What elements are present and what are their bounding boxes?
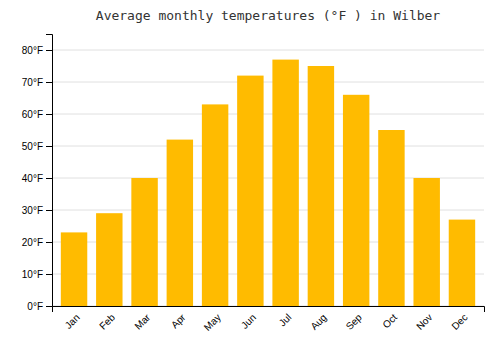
grid-line [52,146,484,147]
chart: 0°F 10°F 20°F 30°F 40°F 50°F 60°F 70°F 80°F Jan Fe… [0,0,500,350]
tick-label: Mar [132,311,152,331]
title: Average monthly temperatures (°F ) in Wi… [96,8,441,23]
tick: Sep [344,311,365,332]
tick-mark [46,146,52,147]
tick-label: Jan [63,312,82,331]
tick-mark [46,274,52,275]
tick: May [202,312,223,333]
bar [167,140,193,306]
axis-line [53,307,485,313]
tick-label: Jun [239,312,258,331]
tick: 70°F [22,77,52,88]
bar [449,220,475,306]
grid-line [52,82,484,83]
bars [61,60,475,306]
tick: Nov [414,312,434,332]
tick-mark [46,82,52,83]
bar [378,130,404,306]
grid [52,50,484,306]
tick: 80°F [22,45,52,56]
tick-label: Feb [97,311,117,331]
tick: Dec [449,312,469,332]
tick-mark [46,306,52,307]
bar [343,95,369,306]
y-axis: 0°F 10°F 20°F 30°F 40°F 50°F 60°F 70°F 80°F [22,35,53,312]
tick: Mar [132,311,152,331]
tick-label: Oct [380,312,399,331]
tick-label: Dec [449,312,469,332]
tick-label: 0°F [27,301,43,312]
bar [96,213,122,306]
tick: 30°F [22,205,52,216]
tick-label: 30°F [22,205,43,216]
tick: 10°F [22,269,52,280]
tick-mark [46,114,52,115]
tick: Feb [97,311,117,331]
grid-line [52,114,484,115]
grid-line [52,50,484,51]
tick-label: 10°F [22,269,43,280]
tick-mark [46,178,52,179]
tick: Jan [63,312,82,331]
tick-label: 50°F [22,141,43,152]
tick-label: May [202,312,223,333]
tick-label: 70°F [22,77,43,88]
bar [61,232,87,306]
tick-label: Apr [169,311,188,330]
tick-label: Aug [308,312,328,332]
tick: 40°F [22,173,52,184]
tick: 20°F [22,237,52,248]
tick: Jun [239,312,258,331]
tick-label: Jul [277,312,294,329]
tick-label: 80°F [22,45,43,56]
bar [308,66,334,306]
bar [237,76,263,306]
tick: 50°F [22,141,52,152]
tick: Oct [380,312,399,331]
axis-line [46,35,53,307]
bar [202,104,228,306]
tick: Aug [308,312,328,332]
plot: 0°F 10°F 20°F 30°F 40°F 50°F 60°F 70°F 80°F Jan Fe… [22,35,485,333]
tick-mark [46,210,52,211]
x-axis: Jan Feb Mar Apr May Jun Jul Aug Sep Oct Nov Dec [53,307,485,333]
tick: Jul [277,312,294,329]
tick: 60°F [22,109,52,120]
tick-mark [46,242,52,243]
tick-label: Nov [414,312,434,332]
tick-mark [46,50,52,51]
tick: Apr [169,311,188,330]
tick-label: 60°F [22,109,43,120]
tick-label: 40°F [22,173,43,184]
bar [272,60,298,306]
bar [413,178,439,306]
tick-label: 20°F [22,237,43,248]
tick: 0°F [27,301,52,312]
bar [131,178,157,306]
tick-label: Sep [344,311,365,332]
